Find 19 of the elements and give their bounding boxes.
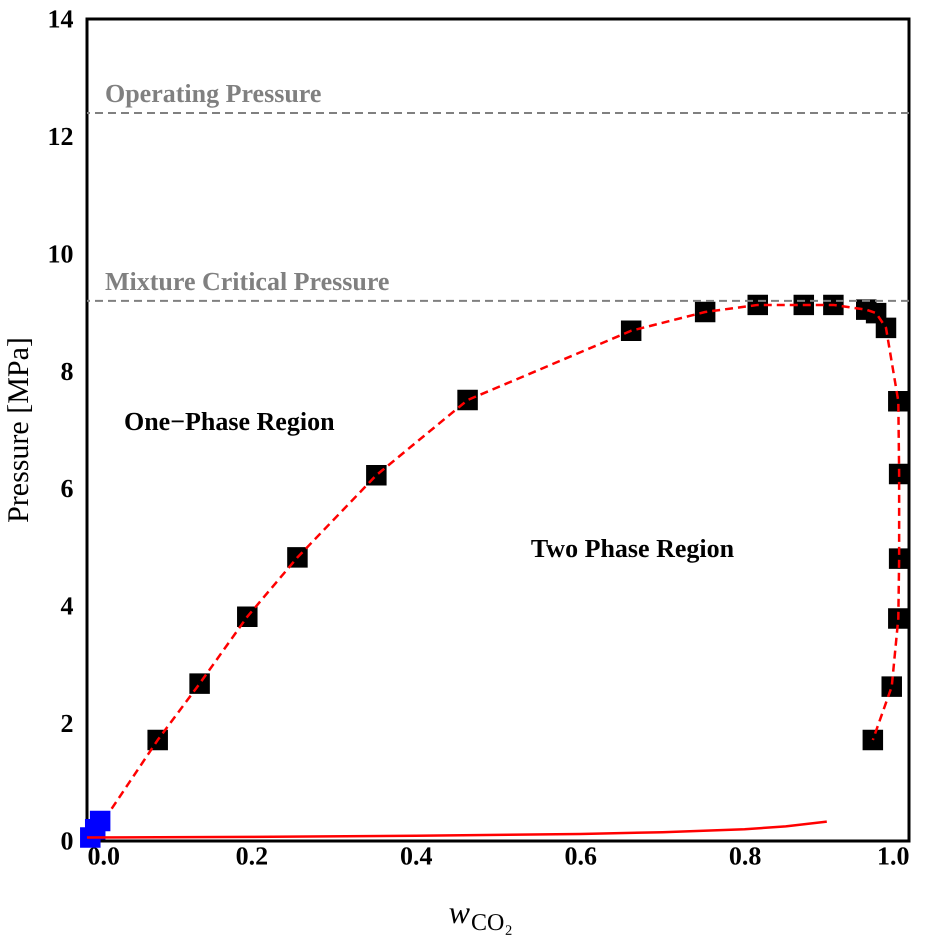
annotation: One−Phase Region: [124, 406, 336, 436]
x-tick-label: 0.0: [88, 842, 120, 870]
y-tick-label: 14: [48, 4, 74, 34]
annotation: Two Phase Region: [530, 534, 735, 564]
x-tick-label: 0.4: [400, 842, 433, 870]
x-tick-label: 0.2: [236, 842, 268, 870]
y-tick-label: 2: [60, 709, 74, 738]
ref-line-label: Mixture Critical Pressure: [105, 266, 390, 296]
y-tick-label: 8: [60, 356, 74, 386]
y-tick-label: 6: [60, 474, 74, 504]
y-axis-title: Pressure [MPa]: [2, 337, 35, 523]
x-tick-label: 1.0: [877, 842, 910, 870]
y-tick-label: 12: [48, 122, 74, 151]
x-tick-label: 0.6: [564, 842, 597, 870]
x-tick-label: 0.8: [728, 842, 762, 870]
ref-line-label: Operating Pressure: [105, 78, 322, 108]
y-tick-label: 0: [60, 826, 74, 856]
y-tick-label: 10: [48, 239, 74, 268]
y-tick-label: 4: [60, 592, 74, 621]
